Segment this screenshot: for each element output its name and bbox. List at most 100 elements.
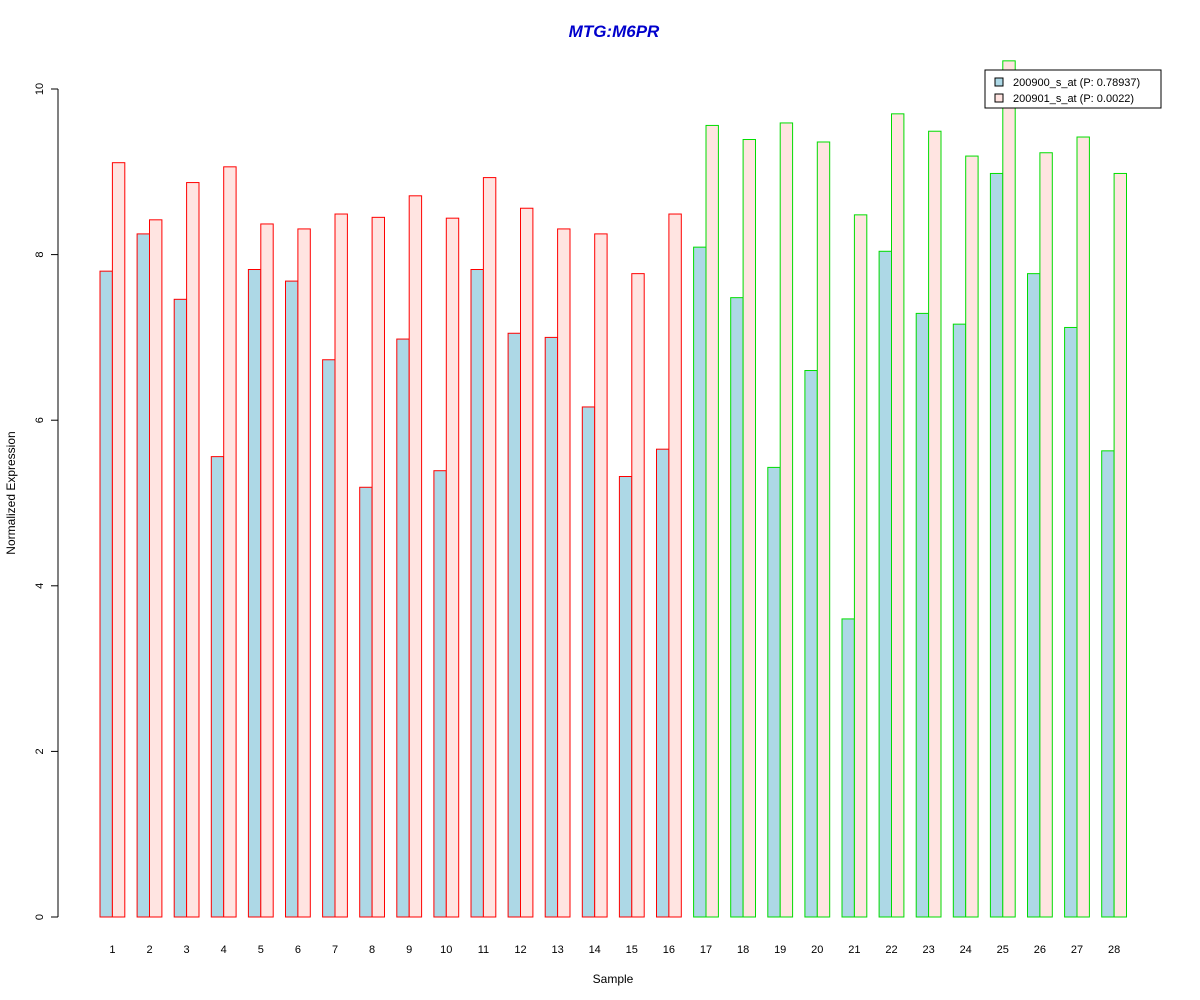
bar-sample-12-series-1: [507, 332, 522, 918]
bar-sample-15-series-1: [618, 476, 633, 918]
bar-sample-1-series-1: [99, 270, 113, 918]
bar-sample-6-series-2: [297, 228, 311, 918]
bar-sample-17-series-2: [705, 124, 719, 918]
bar-sample-20-series-2: [816, 141, 831, 918]
bar-sample-27-series-2: [1076, 136, 1090, 918]
x-tick-label: 19: [774, 944, 786, 956]
bar-sample-23-series-1: [915, 312, 930, 918]
x-tick-label: 13: [551, 944, 563, 956]
legend: 200900_s_at (P: 0.78937) 200901_s_at (P: …: [984, 69, 1162, 109]
bar-sample-19-series-2: [779, 122, 794, 918]
legend-swatch-series-1: [994, 77, 1004, 87]
x-tick-label: 27: [1071, 944, 1083, 956]
y-axis: 0 2 4 6 8 10: [34, 83, 59, 920]
y-tick-label: 10: [34, 83, 46, 95]
bar-sample-16-series-2: [668, 213, 682, 918]
x-tick-label: 22: [885, 944, 897, 956]
x-tick-label: 10: [440, 944, 452, 956]
bar-sample-21-series-1: [841, 618, 855, 918]
y-tick-label: 8: [34, 252, 46, 258]
bar-sample-9-series-2: [408, 195, 423, 918]
x-tick-label: 21: [848, 944, 860, 956]
bar-sample-25-series-1: [989, 172, 1004, 918]
bar-sample-11-series-2: [482, 177, 497, 918]
x-tick-label: 24: [960, 944, 972, 956]
bar-sample-22-series-1: [878, 250, 892, 918]
bar-sample-8-series-2: [371, 216, 386, 918]
legend-label-series-2: 200901_s_at (P: 0.0022): [1013, 93, 1134, 105]
bar-sample-24-series-2: [965, 155, 979, 918]
y-tick-label: 2: [34, 748, 46, 754]
bar-sample-2-series-2: [149, 219, 163, 918]
x-tick-label: 14: [589, 944, 601, 956]
bar-sample-27-series-1: [1064, 326, 1078, 918]
x-tick-label: 28: [1108, 944, 1120, 956]
bar-sample-25-series-2: [1002, 60, 1016, 918]
bar-sample-10-series-2: [445, 217, 460, 918]
bar-sample-3-series-2: [186, 182, 200, 918]
bar-sample-18-series-2: [742, 139, 756, 918]
bar-sample-22-series-2: [891, 113, 905, 918]
bar-sample-13-series-1: [544, 336, 559, 918]
x-tick-label: 20: [811, 944, 823, 956]
bar-sample-21-series-2: [853, 214, 868, 918]
bar-sample-9-series-1: [396, 338, 410, 918]
x-tick-label: 12: [514, 944, 526, 956]
bars-layer: [99, 60, 1127, 918]
bar-sample-18-series-1: [730, 297, 744, 918]
bar-sample-5-series-2: [260, 223, 274, 918]
x-tick-label: 3: [184, 944, 190, 956]
bar-sample-24-series-1: [952, 323, 967, 918]
legend-label-series-1: 200900_s_at (P: 0.78937): [1013, 77, 1140, 89]
bar-sample-14-series-1: [581, 406, 596, 918]
bar-sample-10-series-1: [433, 470, 447, 918]
chart-title: MTG:M6PR: [569, 22, 660, 41]
bar-sample-12-series-2: [520, 207, 534, 918]
bar-sample-4-series-1: [210, 456, 225, 918]
x-tick-label: 25: [997, 944, 1009, 956]
x-tick-label: 7: [332, 944, 338, 956]
bar-sample-6-series-1: [285, 280, 299, 918]
bar-sample-28-series-2: [1113, 172, 1127, 918]
x-tick-label: 2: [146, 944, 152, 956]
legend-box: [984, 69, 1162, 109]
bar-sample-1-series-2: [111, 162, 126, 918]
x-tick-label: 6: [295, 944, 301, 956]
x-tick-label: 26: [1034, 944, 1046, 956]
x-tick-label: 5: [258, 944, 264, 956]
x-tick-label: 23: [922, 944, 934, 956]
x-tick-label: 8: [369, 944, 375, 956]
bar-sample-13-series-2: [557, 228, 571, 918]
x-tick-label: 1: [109, 944, 115, 956]
y-axis-title: Normalized Expression: [4, 431, 18, 554]
bar-sample-3-series-1: [173, 298, 188, 918]
bar-sample-2-series-1: [136, 233, 151, 918]
bar-sample-8-series-1: [359, 486, 373, 918]
bar-sample-28-series-1: [1101, 450, 1115, 918]
x-axis-title: Sample: [593, 972, 634, 986]
legend-swatch-series-2: [994, 93, 1004, 103]
x-axis: 1 2 3 4 5 6 7 8 9 10 11 12 13 14 15 16 17 18 19 20 21 22 23 24 2…: [109, 944, 1120, 956]
bar-sample-5-series-1: [247, 269, 262, 918]
x-tick-label: 9: [406, 944, 412, 956]
bar-sample-26-series-1: [1027, 273, 1041, 918]
bar-sample-23-series-2: [928, 130, 942, 918]
x-tick-label: 18: [737, 944, 749, 956]
x-tick-label: 11: [478, 944, 489, 956]
bar-sample-20-series-1: [804, 370, 818, 918]
x-tick-label: 4: [221, 944, 227, 956]
y-tick-label: 0: [34, 914, 46, 920]
y-tick-label: 4: [34, 583, 46, 589]
x-tick-label: 16: [663, 944, 675, 956]
bar-sample-14-series-2: [594, 233, 608, 918]
bar-sample-15-series-2: [631, 273, 645, 918]
bar-sample-4-series-2: [223, 166, 237, 918]
bar-sample-26-series-2: [1039, 152, 1053, 918]
bar-sample-7-series-1: [322, 359, 336, 918]
bar-sample-17-series-1: [693, 246, 707, 918]
bar-sample-11-series-1: [470, 269, 484, 918]
x-tick-label: 15: [626, 944, 638, 956]
x-tick-label: 17: [700, 944, 712, 956]
bar-sample-19-series-1: [767, 466, 781, 918]
